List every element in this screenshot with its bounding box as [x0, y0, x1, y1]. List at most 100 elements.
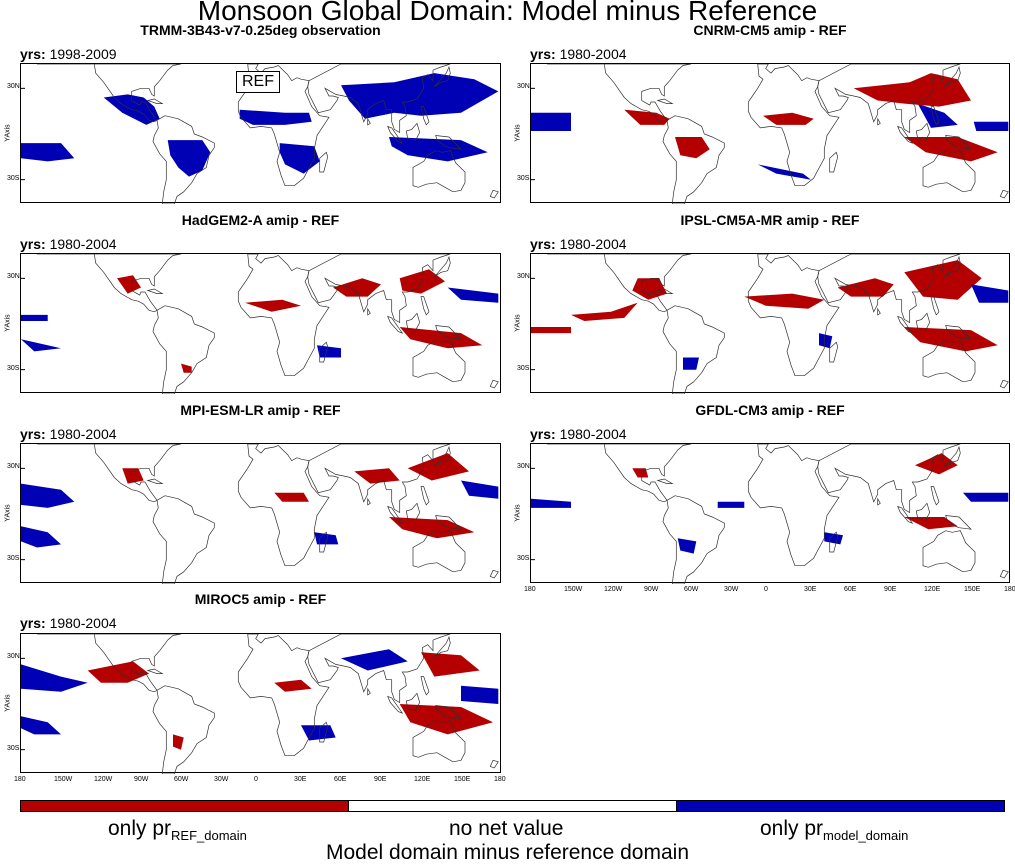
coastline-south-america	[662, 115, 725, 204]
lon-tick-label: 150E	[454, 776, 471, 783]
coastline-africa-eurasia	[237, 444, 330, 567]
model-only-region	[21, 716, 61, 735]
coastline-borneo	[405, 312, 421, 331]
y-axis-label: YAxis	[4, 124, 12, 142]
ref-only-region	[915, 453, 958, 475]
coastline-sumatra	[897, 125, 914, 144]
model-only-region	[819, 333, 833, 349]
ref-only-region	[333, 278, 381, 297]
model-only-region	[167, 140, 211, 177]
lat-tick-label: 30N	[7, 653, 20, 661]
coastline-australia	[412, 150, 466, 193]
lon-tick-label: 0	[764, 586, 768, 593]
coastline-new-guinea	[945, 515, 972, 530]
ref-only-region	[122, 468, 144, 484]
coastline-new-guinea	[945, 325, 972, 340]
model-only-region	[683, 357, 699, 370]
model-only-region	[21, 526, 61, 548]
ref-only-region	[531, 327, 571, 334]
model-only-region	[461, 685, 499, 704]
coastline-new-zealand	[999, 379, 1009, 389]
coastline-new-zealand	[489, 379, 499, 389]
ref-label-box: REF	[236, 71, 280, 93]
colorbar-label-ref-only: only prREF_domain	[108, 817, 247, 843]
lat-tick-label: 30N	[517, 273, 530, 281]
coastline-south-america	[662, 495, 725, 584]
coastline-new-zealand	[489, 189, 499, 199]
lat-tick-label: 30S	[7, 554, 20, 562]
panel-title-cnrm: CNRM-CM5 amip - REF	[693, 22, 847, 38]
coastline-new-guinea	[435, 325, 462, 340]
coastline-asia	[307, 634, 451, 704]
coastline-philippines	[420, 676, 430, 696]
coastline-japan	[434, 65, 451, 88]
coastline-sri-lanka	[367, 497, 371, 506]
coastline-sri-lanka	[367, 117, 371, 126]
lon-tick-label: 90E	[374, 776, 387, 783]
lon-tick-label: 90W	[644, 586, 659, 593]
y-axis-label: YAxis	[514, 124, 522, 142]
ref-only-region	[181, 363, 192, 373]
ref-only-region	[632, 278, 667, 300]
coastline-greenland-cuba	[656, 98, 674, 104]
coastline-philippines	[930, 486, 940, 506]
model-only-region	[531, 112, 571, 131]
lon-tick-label: 60W	[684, 586, 699, 593]
colorbar-label-no-net: no net value	[449, 817, 564, 840]
coastline-australia	[412, 530, 466, 573]
panel-title-gfdl: GFDL-CM3 amip - REF	[695, 402, 845, 418]
map-panel-hadgem2	[20, 253, 501, 394]
coastline-asia	[307, 64, 451, 134]
coastline-sri-lanka	[367, 307, 371, 316]
lon-tick-label: 60E	[334, 776, 347, 783]
colorbar-ref-only-swatch	[21, 801, 348, 811]
lon-tick-label: 120W	[604, 586, 623, 593]
coastline-south-america	[152, 305, 215, 394]
y-axis-label: YAxis	[514, 504, 522, 522]
coastline-philippines	[420, 106, 430, 126]
lat-tick-label: 30N	[517, 463, 530, 471]
coastline-asia	[817, 64, 961, 134]
model-only-region	[21, 664, 88, 692]
lat-tick-label: 30S	[7, 744, 20, 752]
model-only-region	[824, 532, 843, 545]
map-panel-mpi	[20, 443, 501, 584]
coastline-asia	[307, 254, 451, 324]
coastline-africa-eurasia	[747, 444, 840, 567]
panel-yrs-mpi: yrs: 1980-2004	[20, 426, 117, 442]
coastline-south-america	[662, 305, 725, 394]
model-only-region	[971, 284, 1009, 303]
model-only-region	[279, 143, 320, 174]
map-panel-miroc5	[20, 633, 501, 774]
lon-tick-label: 120E	[414, 776, 431, 783]
lon-tick-label: 0	[254, 776, 258, 783]
coastline-borneo	[405, 692, 421, 711]
ref-only-region	[117, 275, 141, 294]
lat-tick-label: 30S	[7, 174, 20, 182]
panel-title-trmm: TRMM-3B43-v7-0.25deg observation	[140, 22, 381, 38]
panel-title-mpi: MPI-ESM-LR amip - REF	[180, 402, 341, 418]
coastline-greenland-cuba	[656, 478, 674, 484]
ref-only-region	[904, 137, 998, 162]
lat-tick-label: 30S	[517, 554, 530, 562]
ref-only-region	[675, 137, 710, 159]
model-only-region	[447, 287, 499, 303]
ref-only-region	[837, 278, 894, 297]
ref-only-region	[354, 468, 400, 484]
lon-tick-label: 30E	[804, 586, 817, 593]
ref-only-region	[399, 327, 483, 349]
coastline-africa-eurasia	[237, 64, 330, 187]
colorbar-model-only-swatch	[677, 801, 1004, 811]
ref-only-region	[744, 293, 825, 309]
ref-only-region	[274, 492, 309, 502]
panel-yrs-gfdl: yrs: 1980-2004	[530, 426, 627, 442]
coastline-south-america	[152, 115, 215, 204]
coastline-philippines	[420, 486, 430, 506]
panel-title-hadgem2: HadGEM2-A amip - REF	[181, 212, 340, 228]
coastline-madagascar	[829, 151, 839, 173]
coastline-sumatra	[387, 505, 404, 524]
model-only-region	[301, 725, 336, 741]
coastline-australia	[922, 530, 976, 573]
panel-yrs-trmm: yrs: 1998-2009	[20, 46, 117, 62]
coastline-sri-lanka	[877, 117, 881, 126]
